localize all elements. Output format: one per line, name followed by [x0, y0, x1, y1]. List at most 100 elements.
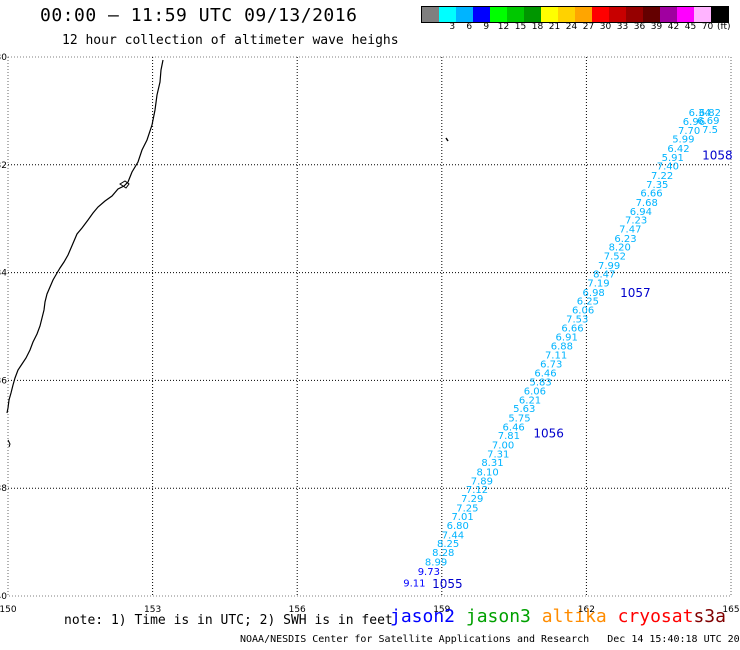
wave-height-value: 8.25 [437, 539, 459, 550]
wave-height-value: 6.46 [503, 423, 525, 434]
wave-height-value: 6.21 [519, 396, 541, 407]
lon-tick-label: 156 [289, 605, 306, 615]
wave-height-value: 7.47 [619, 225, 641, 236]
legend-swatch [626, 7, 643, 22]
lon-tick-label: 153 [144, 605, 161, 615]
legend-label: 12 [497, 22, 510, 32]
satellite-name-jason2: jason2 [390, 606, 466, 627]
legend-label: 36 [633, 22, 646, 32]
lat-tick-label: -38 [0, 484, 7, 494]
lat-tick-label: -36 [0, 376, 7, 386]
map-title: 00:00 — 11:59 UTC 09/13/2016 [40, 5, 358, 26]
lat-tick-label: -30 [0, 53, 7, 63]
legend-label: 33 [616, 22, 629, 32]
wave-height-value: 5.63 [513, 404, 535, 415]
wave-height-value: 7.35 [646, 180, 668, 191]
wave-height-value: 5.99 [672, 135, 694, 146]
legend-swatch [643, 7, 660, 22]
satellite-name-jason3: jason3 [465, 606, 542, 627]
legend-label: 9 [483, 22, 490, 32]
wave-height-value: 6.96 [683, 117, 705, 128]
wave-height-value: 6.66 [640, 189, 662, 200]
wave-height-value: 7.5 [702, 125, 718, 136]
wave-height-value: 8.99 [425, 557, 447, 568]
legend-swatch [711, 7, 728, 22]
australia-coastline [6, 59, 164, 414]
wave-height-value: 7.23 [625, 216, 647, 227]
lon-tick-label: 150 [0, 605, 17, 615]
wave-height-value: 8.31 [481, 458, 503, 469]
altimeter-track: 9.119.738.998.288.257.446.807.017.257.29… [403, 108, 721, 590]
wave-height-value: 7.52 [604, 252, 626, 263]
wave-height-value: 7.44 [442, 530, 464, 541]
legend-swatch [558, 7, 575, 22]
legend-swatch [524, 7, 541, 22]
lord-howe-island [445, 137, 449, 142]
wave-height-value: 6.80 [447, 521, 469, 532]
lon-tick-label: 162 [578, 605, 595, 615]
legend-swatch [490, 7, 507, 22]
satellite-legend: jason2 jason3 altika cryosats3a [390, 606, 726, 627]
coastline-islet [119, 180, 130, 189]
wave-height-value: 7.29 [461, 494, 483, 505]
legend-swatch [473, 7, 490, 22]
wave-height-value: 6.46 [534, 369, 556, 380]
legend-label: 24 [565, 22, 578, 32]
legend-label: 3 [449, 22, 456, 32]
wave-height-value: 8.47 [593, 269, 615, 280]
wave-height-value: 6.23 [614, 234, 636, 245]
wave-height-value: 7.89 [471, 476, 493, 487]
legend-swatch [575, 7, 592, 22]
legend-label: 21 [548, 22, 561, 32]
legend-swatch [677, 7, 694, 22]
legend-swatch [694, 7, 711, 22]
pass-number-label: 1055 [432, 577, 463, 591]
wave-height-value: 7.99 [598, 261, 620, 272]
wave-height-value: 6.82 [699, 108, 721, 119]
wave-height-value: 9.11 [403, 578, 425, 589]
coastline-islet-south [7, 439, 11, 448]
legend-unit: (ft) [717, 22, 731, 32]
wave-height-value: 8.10 [477, 467, 499, 478]
legend-swatch [592, 7, 609, 22]
wave-height-value: 5.75 [508, 413, 530, 424]
wave-height-value: 6.94 [630, 207, 652, 218]
wave-height-value: 6.73 [540, 359, 562, 370]
legend-swatch [422, 7, 439, 22]
wave-height-value: 7.68 [636, 198, 658, 209]
wave-height-value: 6.91 [556, 333, 578, 344]
wave-height-value: 7.53 [566, 315, 588, 326]
pass-number-label: 1057 [620, 286, 651, 300]
wave-height-value: 6.06 [572, 306, 594, 317]
wave-height-value: 7.22 [651, 171, 673, 182]
legend-label: 27 [582, 22, 595, 32]
map-frame [7, 56, 732, 597]
wave-height-value: 6.34 [689, 108, 711, 119]
pass-number-label: 1056 [533, 427, 564, 441]
legend-label: 45 [684, 22, 697, 32]
wave-height-value: 6.88 [551, 342, 573, 353]
legend-label: 15 [514, 22, 527, 32]
wave-height-value: 7.12 [466, 485, 488, 496]
pass-number-label: 1058 [702, 148, 733, 162]
legend-label: 30 [599, 22, 612, 32]
wave-height-value: 6.06 [524, 386, 546, 397]
wave-height-value: 7.81 [498, 431, 520, 442]
legend-label: 6 [466, 22, 473, 32]
legend-label: 18 [531, 22, 544, 32]
wave-height-value: 7.19 [587, 279, 609, 290]
footer-note: note: 1) Time is in UTC; 2) SWH is in fe… [64, 613, 393, 628]
map-grid: 150 153 156 159 162 165 -30 -32 -34 -36 -38 -40 [0, 53, 740, 615]
wave-height-value: 7.11 [545, 350, 567, 361]
wave-height-value: 7.40 [657, 162, 679, 173]
satellite-name-cryosat: cryosat [617, 606, 694, 627]
wave-height-value: 8.28 [432, 548, 454, 559]
wave-height-value: 6.25 [577, 296, 599, 307]
wave-height-value: 5.91 [662, 153, 684, 164]
wave-height-value: 6.98 [583, 288, 605, 299]
wave-height-value: 8.20 [609, 243, 631, 254]
lat-tick-label: -34 [0, 269, 7, 279]
lat-tick-label: -40 [0, 592, 7, 602]
wave-height-value: 6.69 [697, 116, 719, 127]
map-subtitle: 12 hour collection of altimeter wave hei… [62, 33, 399, 48]
